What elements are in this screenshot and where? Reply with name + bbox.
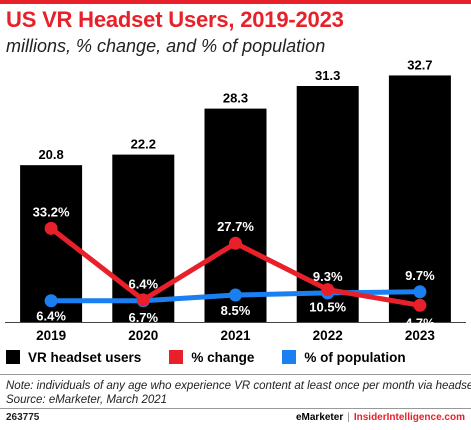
chart-legend: VR headset users % change % of populatio…	[6, 347, 434, 367]
population-label-2023: 9.7%	[405, 268, 435, 283]
x-tick-label-2020: 2020	[128, 328, 158, 343]
population-label-2020: 6.4%	[128, 277, 158, 292]
brand-insider-intelligence: InsiderIntelligence.com	[353, 412, 465, 423]
source-text: Source: eMarketer, March 2021	[6, 394, 168, 406]
footnote: Note: individuals of any age who experie…	[6, 379, 471, 407]
population-point-2019	[44, 294, 58, 308]
legend-item-percent-of-population: % of population	[282, 349, 406, 365]
x-tick-label-2023: 2023	[405, 328, 436, 343]
bar-value-label-2023: 32.7	[407, 57, 432, 72]
chart-title: US VR Headset Users, 2019-2023	[6, 7, 344, 32]
divider-bottom	[0, 408, 471, 409]
change-point-2022	[321, 283, 335, 297]
chart-area: 20.8 22.2 28.3 31.3 32.7 33.2% 6.7% 27.7% 10.5% 4…	[5, 57, 466, 343]
legend-swatch-population	[282, 350, 297, 364]
bar-value-label-2019: 20.8	[38, 147, 63, 162]
change-label-2021: 27.7%	[217, 219, 254, 234]
bar-2022	[296, 85, 359, 322]
legend-label: % change	[191, 349, 255, 365]
bar-2023	[388, 75, 451, 322]
chart-subtitle: millions, % change, and % of population	[6, 36, 326, 56]
legend-label: VR headset users	[28, 349, 142, 365]
divider-top	[0, 374, 471, 375]
top-accent-bar	[0, 0, 471, 4]
change-point-2023	[413, 298, 427, 312]
change-label-2022: 10.5%	[309, 300, 346, 315]
x-tick-label-2019: 2019	[36, 328, 66, 343]
change-label-2020: 6.7%	[128, 310, 158, 325]
brand-separator: |	[347, 412, 350, 423]
note-text: Note: individuals of any age who experie…	[6, 380, 471, 392]
population-label-2021: 8.5%	[221, 303, 251, 318]
change-label-2019: 33.2%	[33, 204, 70, 219]
bar-value-label-2022: 31.3	[315, 68, 340, 83]
brand-emarketer: eMarketer	[295, 412, 344, 423]
legend-swatch-bars	[6, 350, 20, 364]
population-point-2021	[229, 288, 242, 302]
change-point-2021	[229, 236, 242, 250]
bar-value-label-2020: 22.2	[131, 137, 156, 152]
change-label-2023: 4.7%	[405, 315, 435, 330]
chart-id: 263775	[6, 412, 40, 423]
change-point-2019	[44, 221, 58, 235]
x-tick-label-2021: 2021	[220, 328, 251, 343]
footer-brand: eMarketer | InsiderIntelligence.com	[296, 412, 465, 423]
legend-item-percent-change: % change	[169, 350, 254, 365]
legend-swatch-change	[169, 350, 184, 364]
legend-item-vr-headset-users: VR headset users	[6, 350, 141, 365]
x-tick-label-2022: 2022	[313, 328, 343, 343]
population-point-2023	[413, 285, 427, 299]
population-label-2019: 6.4%	[36, 309, 66, 324]
bar-2021	[204, 108, 267, 322]
population-label-2022: 9.3%	[313, 269, 343, 284]
bar-value-label-2021: 28.3	[223, 91, 248, 106]
change-point-2020	[136, 293, 150, 307]
legend-label: % of population	[304, 349, 406, 365]
